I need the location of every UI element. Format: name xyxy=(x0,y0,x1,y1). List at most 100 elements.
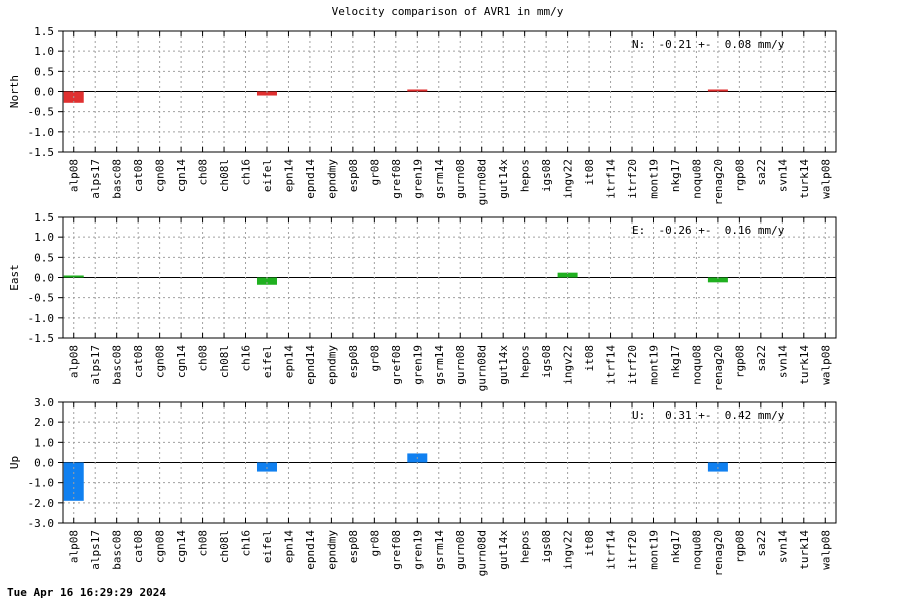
x-tick-label: epn14 xyxy=(282,530,295,563)
x-tick-label: ch16 xyxy=(240,530,253,557)
x-tick-label: gurn08 xyxy=(454,530,467,570)
x-tick-label: mont19 xyxy=(647,530,660,570)
x-tick-label: svn14 xyxy=(776,345,789,378)
x-tick-label: cgn08 xyxy=(154,345,167,378)
x-tick-label: gurn08d xyxy=(476,345,489,391)
x-tick-label: cgn14 xyxy=(175,530,188,563)
x-tick-label: it08 xyxy=(583,159,596,186)
y-tick-label: 0.5 xyxy=(34,65,54,78)
x-tick-label: itrf14 xyxy=(605,530,618,570)
chart-panel-east: 1.5 1.0 0.5 0.0 -0.5 -1.0 -1.5 alp08 alps17 basc0… xyxy=(8,211,837,391)
x-tick-label: walp08 xyxy=(819,530,832,570)
chart-panel-north: 1.5 1.0 0.5 0.0 -0.5 -1.0 -1.5 alp08 alps17 basc0… xyxy=(8,25,837,205)
x-tick-label: rgp08 xyxy=(733,345,746,378)
y-axis-label: Up xyxy=(8,456,21,469)
x-tick-label: renag20 xyxy=(712,530,725,576)
y-axis-label: North xyxy=(8,75,21,108)
bar-eifel xyxy=(256,91,277,96)
x-tick-label: ch16 xyxy=(240,159,253,186)
x-tick-label: gurn08 xyxy=(454,345,467,385)
x-tick-label: gsrm14 xyxy=(433,345,446,385)
x-tick-label: sa22 xyxy=(755,530,768,557)
x-tick-label: alp08 xyxy=(68,345,81,378)
y-tick-label: 1.5 xyxy=(34,211,54,224)
bar-renag20 xyxy=(707,277,728,283)
y-tick-label: -1.5 xyxy=(28,146,55,159)
y-tick-label: -1.0 xyxy=(28,477,55,490)
x-tick-label: epndmy xyxy=(325,530,338,570)
y-tick-label: 1.0 xyxy=(34,45,54,58)
x-tick-label: cgn08 xyxy=(154,530,167,563)
y-tick-label: 0.5 xyxy=(34,251,54,264)
y-tick-label: 0.0 xyxy=(34,86,54,99)
y-tick-label: 0.0 xyxy=(34,272,54,285)
y-tick-label: 1.0 xyxy=(34,436,54,449)
x-tick-label: it08 xyxy=(583,530,596,557)
x-tick-label: alps17 xyxy=(89,530,102,570)
x-tick-label: cat08 xyxy=(132,530,145,563)
x-tick-label: epndmy xyxy=(325,345,338,385)
x-tick-label: sa22 xyxy=(755,159,768,186)
y-tick-label: 0.0 xyxy=(34,457,54,470)
x-tick-label: hepos xyxy=(519,159,532,192)
x-tick-label: walp08 xyxy=(819,345,832,385)
x-tick-label: hepos xyxy=(519,345,532,378)
x-tick-label: gut14x xyxy=(497,345,510,385)
y-tick-label: 3.0 xyxy=(34,396,54,409)
y-tick-label: 1.5 xyxy=(34,25,54,38)
y-tick-label: -1.5 xyxy=(28,332,55,345)
x-tick-label: esp08 xyxy=(347,345,360,378)
x-tick-label: epnd14 xyxy=(304,530,317,570)
x-tick-label: eifel xyxy=(261,345,274,378)
x-tick-label: turk14 xyxy=(798,345,811,385)
x-tick-label: noqu08 xyxy=(690,530,703,570)
x-tick-label: nkg17 xyxy=(669,159,682,192)
x-tick-label: cgn14 xyxy=(175,159,188,192)
x-tick-label: gurn08d xyxy=(476,159,489,205)
x-tick-label: esp08 xyxy=(347,530,360,563)
bar-eifel xyxy=(256,277,277,285)
x-tick-label: nkg17 xyxy=(669,530,682,563)
x-tick-label: igs08 xyxy=(540,159,553,192)
x-tick-label: cat08 xyxy=(132,159,145,192)
x-tick-label: gren19 xyxy=(411,345,424,385)
x-tick-label: cat08 xyxy=(132,345,145,378)
y-tick-label: 2.0 xyxy=(34,416,54,429)
x-tick-label: gref08 xyxy=(390,159,403,199)
x-tick-label: svn14 xyxy=(776,159,789,192)
x-tick-label: epn14 xyxy=(282,159,295,192)
x-tick-label: turk14 xyxy=(798,530,811,570)
x-tick-label: basc08 xyxy=(111,530,124,570)
x-tick-label: epnd14 xyxy=(304,159,317,199)
y-tick-label: -0.5 xyxy=(28,106,55,119)
x-tick-label: ch16 xyxy=(240,345,253,372)
x-tick-label: ingv22 xyxy=(562,345,575,385)
x-tick-label: walp08 xyxy=(819,159,832,199)
bar-ingv22 xyxy=(557,272,578,278)
x-tick-label: igs08 xyxy=(540,530,553,563)
x-tick-label: epnd14 xyxy=(304,345,317,385)
x-tick-label: gren19 xyxy=(411,530,424,570)
velocity-annotation: N: -0.21 +- 0.08 mm/y xyxy=(632,38,785,51)
x-tick-label: it08 xyxy=(583,345,596,372)
x-tick-label: gurn08 xyxy=(454,159,467,199)
x-tick-label: alps17 xyxy=(89,345,102,385)
x-tick-label: gren19 xyxy=(411,159,424,199)
bar-alp08 xyxy=(63,275,84,278)
x-tick-label: gsrm14 xyxy=(433,530,446,570)
x-tick-label: rgp08 xyxy=(733,159,746,192)
x-tick-label: ch08l xyxy=(218,159,231,192)
x-tick-label: ingv22 xyxy=(562,159,575,199)
x-tick-label: esp08 xyxy=(347,159,360,192)
x-tick-label: gut14x xyxy=(497,159,510,199)
x-tick-label: ch08 xyxy=(197,530,210,557)
x-tick-label: igs08 xyxy=(540,345,553,378)
plot-frame xyxy=(62,401,837,524)
x-tick-label: alps17 xyxy=(89,159,102,199)
y-tick-label: -2.0 xyxy=(28,497,55,510)
y-tick-label: -0.5 xyxy=(28,292,55,305)
x-tick-label: turk14 xyxy=(798,159,811,199)
x-tick-label: gurn08d xyxy=(476,530,489,576)
x-tick-label: gref08 xyxy=(390,345,403,385)
